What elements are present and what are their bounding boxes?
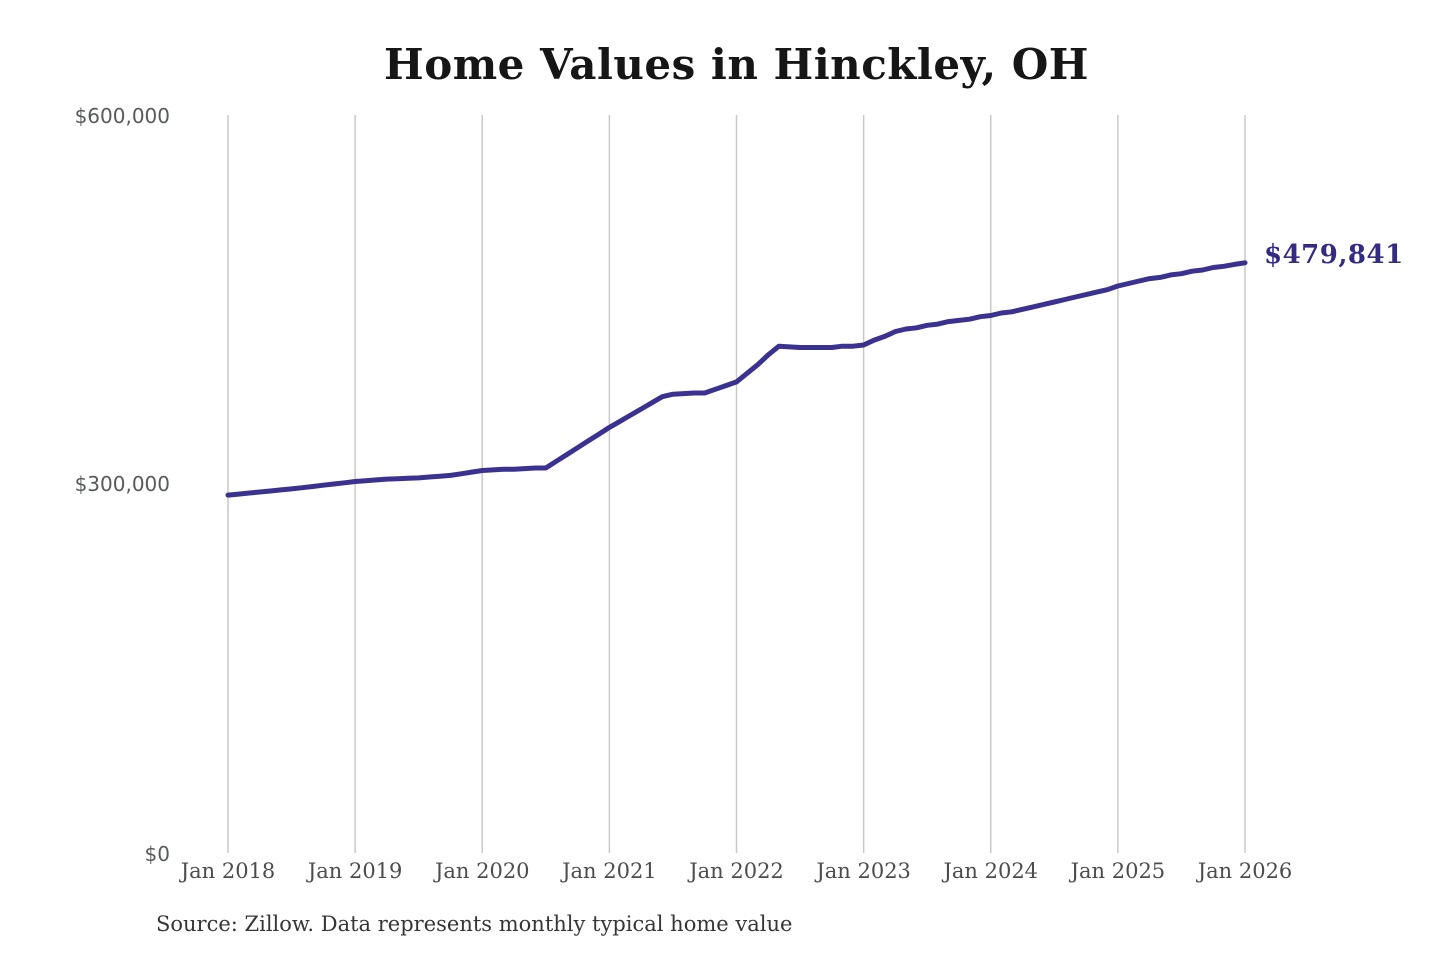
- x-tick-label: Jan 2018: [180, 859, 276, 883]
- y-tick-label-0: $0: [144, 842, 170, 866]
- x-tick-label: Jan 2021: [562, 859, 657, 883]
- x-tick-label: Jan 2025: [1070, 859, 1166, 883]
- x-tick-label: Jan 2023: [816, 859, 911, 883]
- y-tick-label-300000: $300,000: [74, 472, 170, 496]
- x-tick-label: Jan 2020: [434, 859, 530, 883]
- x-tick-label: Jan 2024: [943, 859, 1039, 883]
- vertical-gridlines: [227, 115, 1246, 853]
- source-note: Source: Zillow. Data represents monthly …: [156, 912, 793, 936]
- home-value-line: [225, 260, 1248, 498]
- y-tick-label-600000: $600,000: [74, 104, 170, 128]
- latest-value-annotation: $479,841: [1264, 240, 1404, 270]
- x-tick-label: Jan 2019: [307, 859, 403, 883]
- chart-title: Home Values in Hinckley, OH: [384, 40, 1089, 89]
- x-tick-label: Jan 2022: [689, 859, 784, 883]
- x-tick-label: Jan 2026: [1197, 859, 1293, 883]
